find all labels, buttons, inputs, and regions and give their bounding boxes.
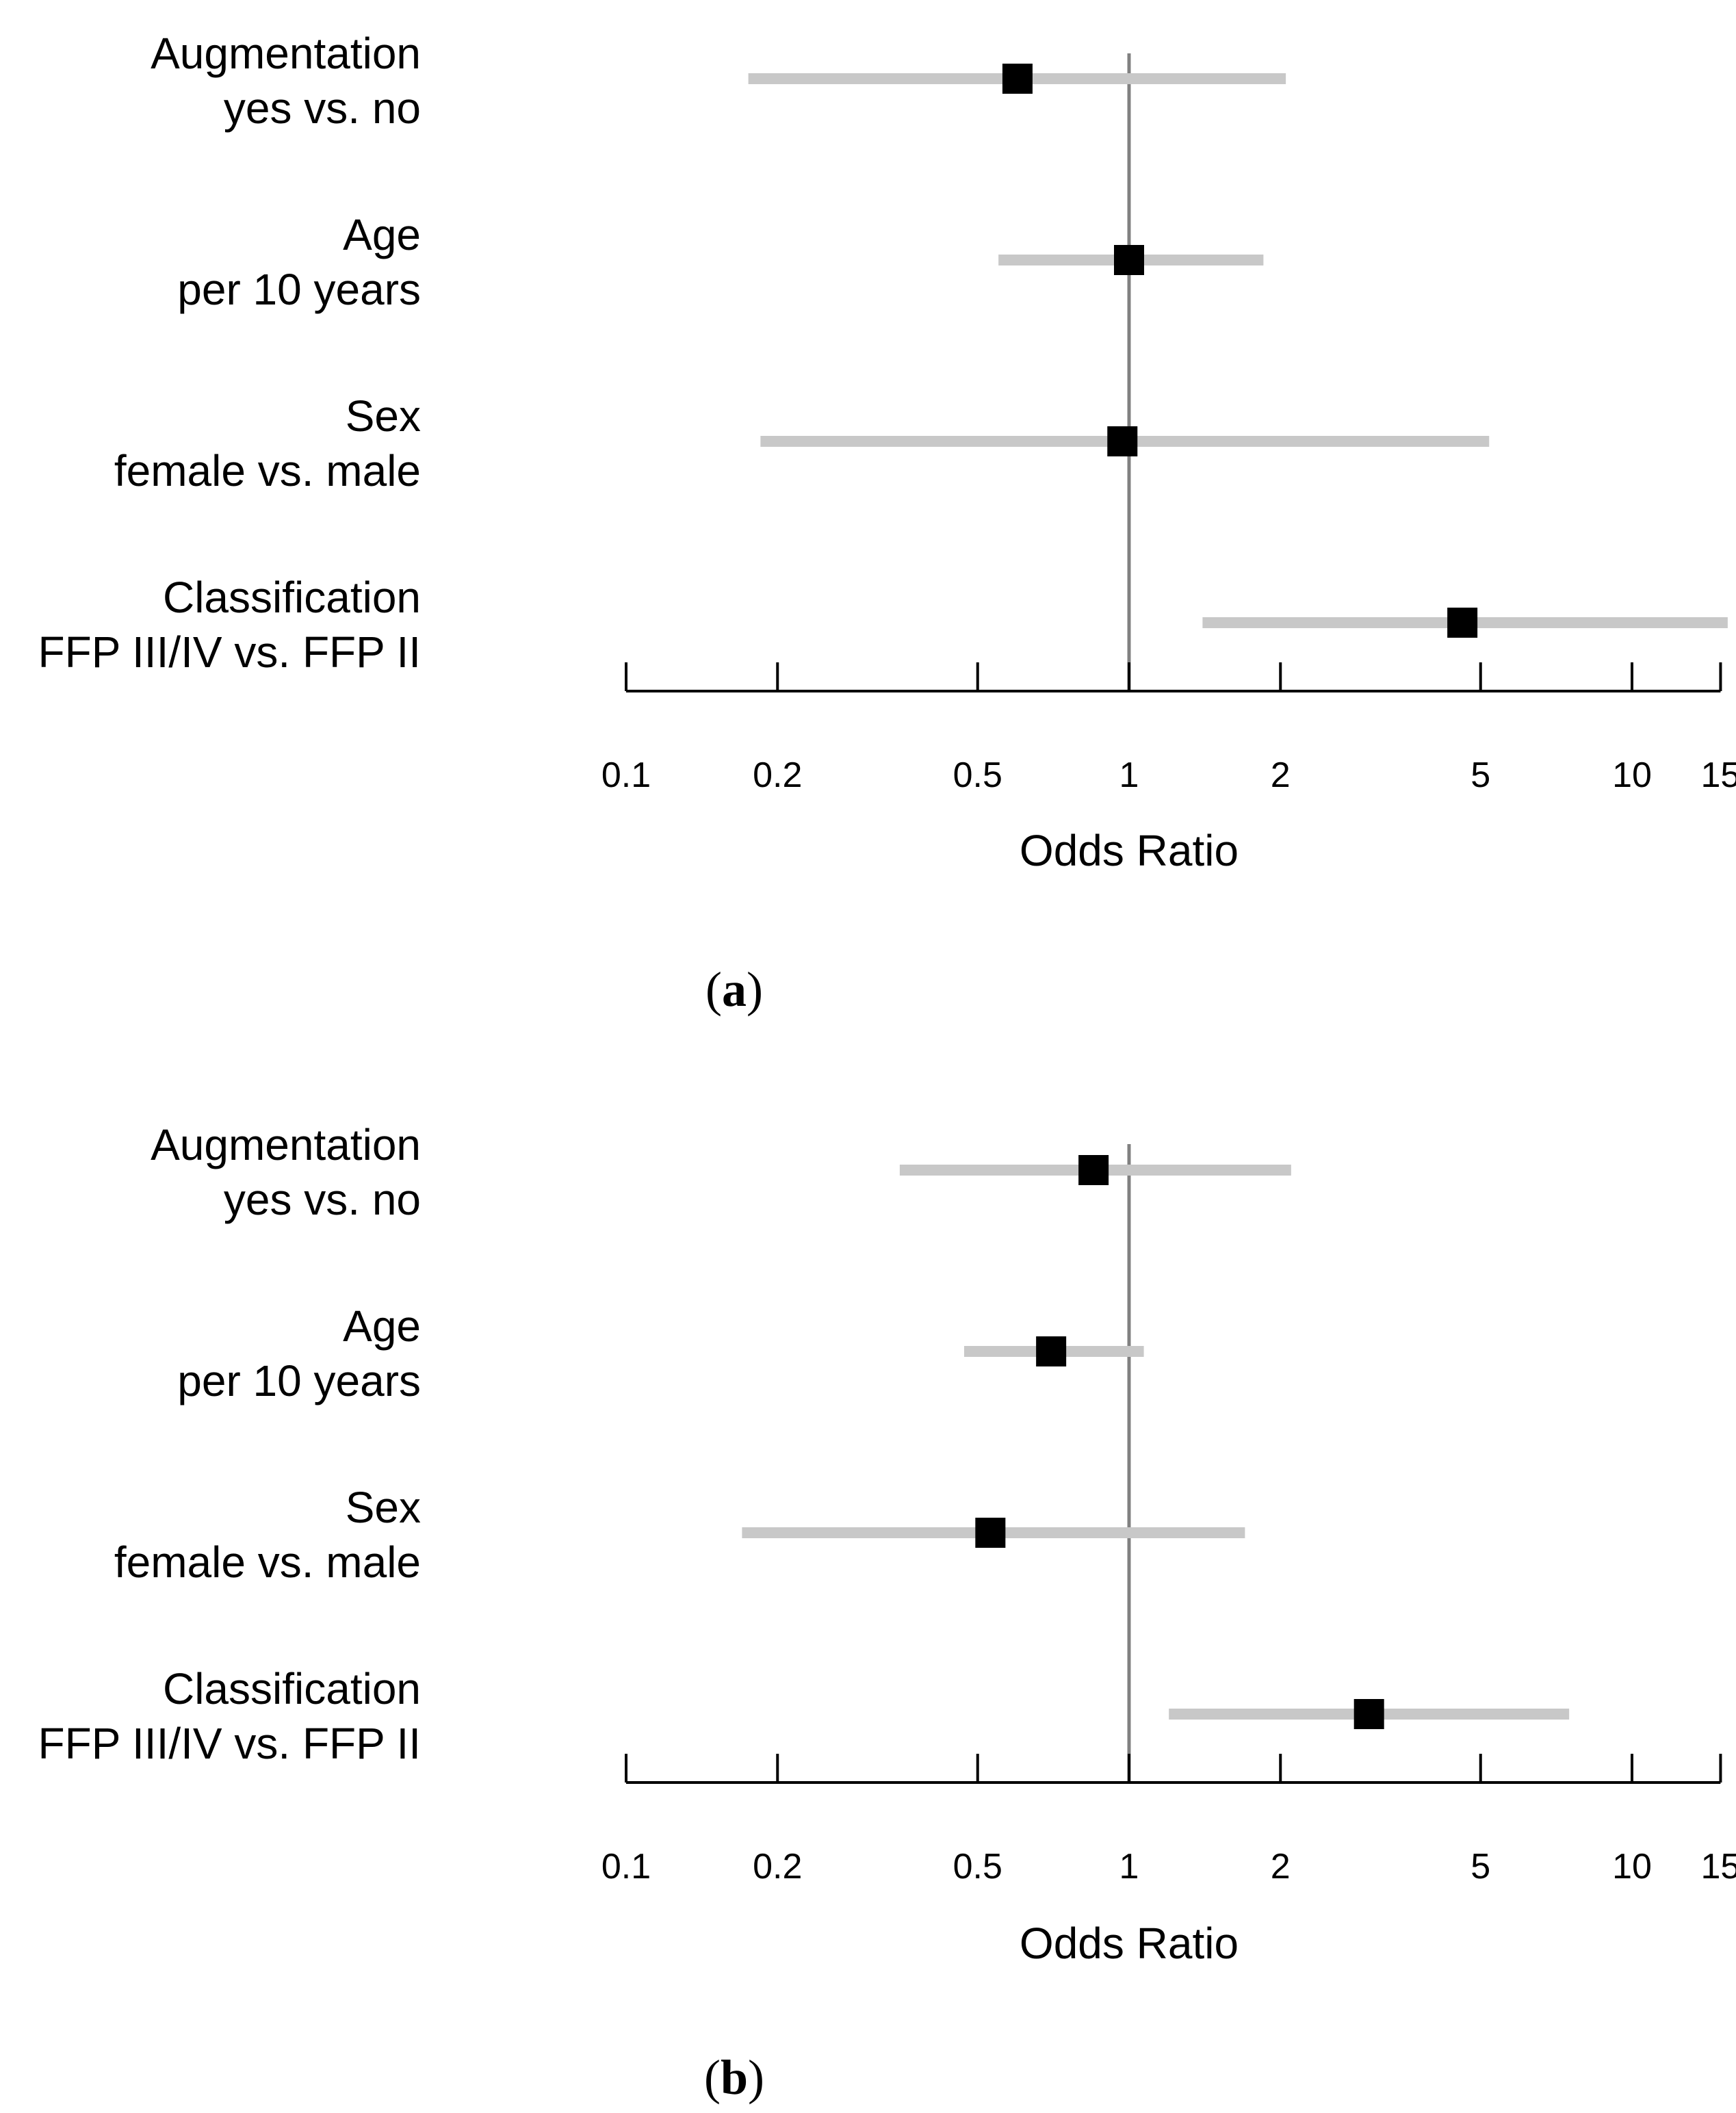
caption-open: ( (705, 962, 722, 1017)
panel-a: Augmentation yes vs. no Age per 10 years Sex… (38, 29, 1736, 1017)
point-estimate (1353, 1699, 1384, 1729)
x-tick-label: 0.2 (753, 755, 802, 795)
panel-b: Augmentation yes vs. no Age per 10 years Sex… (38, 1120, 1736, 2105)
panel-caption: (b) (704, 2050, 764, 2105)
x-tick-label: 5 (1471, 755, 1490, 795)
row-label: yes vs. no (224, 1175, 421, 1224)
point-estimate (975, 1518, 1006, 1548)
x-tick-label: 2 (1271, 1847, 1291, 1887)
caption-close: ) (747, 962, 763, 1017)
x-tick-label: 1 (1119, 755, 1139, 795)
point-estimate (1107, 426, 1138, 456)
point-estimate (1036, 1336, 1067, 1366)
x-tick-label: 1 (1119, 1847, 1139, 1887)
x-tick-label: 2 (1271, 755, 1291, 795)
row-label: Sex (346, 391, 421, 441)
x-axis-title: Odds Ratio (1020, 1919, 1239, 1968)
caption-open: ( (704, 2050, 721, 2105)
row-label: female vs. male (114, 446, 421, 495)
x-tick-label: 0.5 (953, 755, 1002, 795)
x-tick-label: 0.1 (601, 1847, 651, 1887)
x-tick-label: 0.5 (953, 1847, 1002, 1887)
point-estimate (1114, 245, 1144, 275)
caption-letter: b (721, 2050, 748, 2105)
row-label: per 10 years (177, 1356, 421, 1405)
point-estimate (1002, 64, 1033, 94)
row-label: Classification (163, 573, 421, 622)
row-label: female vs. male (114, 1538, 421, 1587)
x-axis-title: Odds Ratio (1020, 826, 1239, 875)
point-estimate (1447, 608, 1478, 638)
panel-caption: (a) (705, 962, 763, 1017)
row-label: Augmentation (151, 29, 421, 78)
x-tick-label: 15 (1701, 755, 1736, 795)
row-label: Augmentation (151, 1120, 421, 1169)
row-label: per 10 years (177, 265, 421, 314)
row-label: Age (343, 210, 421, 259)
caption-letter: a (722, 962, 747, 1017)
x-tick-label: 5 (1471, 1847, 1490, 1887)
row-label: FFP III/IV vs. FFP II (38, 627, 422, 677)
x-tick-label: 0.1 (601, 755, 651, 795)
row-label: yes vs. no (224, 83, 421, 133)
x-tick-label: 10 (1612, 1847, 1652, 1887)
row-label: FFP III/IV vs. FFP II (38, 1719, 422, 1768)
point-estimate (1078, 1155, 1109, 1185)
row-label: Classification (163, 1664, 421, 1713)
x-tick-label: 15 (1701, 1847, 1736, 1887)
caption-close: ) (748, 2050, 764, 2105)
x-tick-label: 10 (1612, 755, 1652, 795)
x-tick-label: 0.2 (753, 1847, 802, 1887)
row-label: Age (343, 1301, 421, 1351)
row-label: Sex (346, 1483, 421, 1532)
